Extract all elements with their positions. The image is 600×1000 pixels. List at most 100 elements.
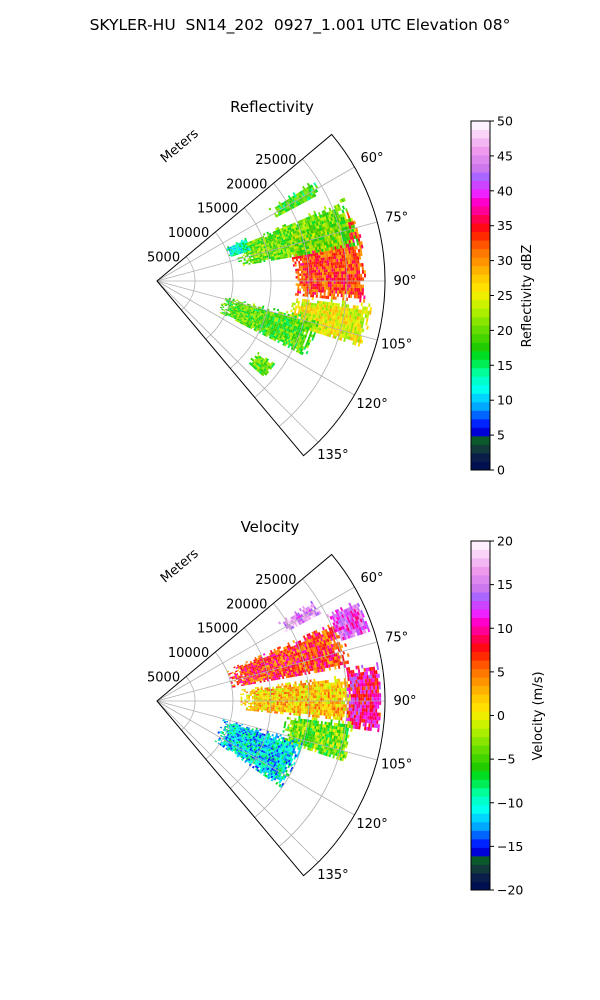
echo-cell xyxy=(270,704,273,708)
echo-cell xyxy=(297,698,300,701)
echo-cell xyxy=(286,645,290,649)
echo-cell xyxy=(289,247,293,251)
echo-cell xyxy=(303,188,307,192)
echo-cell xyxy=(231,303,234,306)
echo-cell xyxy=(246,249,250,252)
echo-cell xyxy=(251,707,254,710)
echo-cell xyxy=(331,660,334,664)
echo-cell xyxy=(339,245,343,249)
echo-cell xyxy=(370,723,373,728)
echo-cell xyxy=(363,715,366,720)
echo-cell xyxy=(329,227,333,232)
echo-cell xyxy=(306,633,310,638)
echo-cell xyxy=(354,725,357,730)
echo-cell xyxy=(326,721,329,726)
echo-cell xyxy=(252,325,256,329)
echo-cell xyxy=(291,693,294,697)
echo-cell xyxy=(318,283,321,287)
echo-cell xyxy=(315,249,318,253)
echo-cell xyxy=(359,295,362,299)
echo-cell xyxy=(330,302,333,306)
echo-cell xyxy=(253,659,256,662)
echo-cell xyxy=(284,705,287,708)
echo-cell xyxy=(243,688,246,691)
echo-cell xyxy=(264,255,267,259)
echo-cell xyxy=(301,342,304,346)
echo-cell xyxy=(317,654,321,658)
echo-cell xyxy=(336,309,340,314)
echo-cell xyxy=(278,323,281,326)
echo-cell xyxy=(281,256,285,259)
echo-cell xyxy=(318,303,321,307)
echo-cell xyxy=(296,670,299,674)
echo-cell xyxy=(300,316,303,320)
echo-cell xyxy=(305,223,309,227)
echo-cell xyxy=(251,308,254,311)
echo-cell xyxy=(336,608,340,613)
echo-cell xyxy=(355,721,358,726)
echo-cell xyxy=(341,284,344,288)
echo-cell xyxy=(339,221,343,225)
echo-cell xyxy=(255,362,259,366)
echo-cell xyxy=(321,319,324,323)
echo-cell xyxy=(298,726,302,729)
echo-cell xyxy=(289,254,292,258)
echo-cell xyxy=(249,244,252,248)
echo-cell xyxy=(329,713,332,717)
echo-cell xyxy=(317,729,320,733)
echo-cell xyxy=(360,288,363,292)
echo-cell xyxy=(312,334,316,339)
echo-cell xyxy=(312,214,316,218)
echo-cell xyxy=(279,320,282,324)
echo-cell xyxy=(350,270,353,275)
echo-cell xyxy=(300,348,304,352)
echo-cell xyxy=(329,654,333,658)
echo-cell xyxy=(336,312,339,317)
echo-cell xyxy=(249,694,252,697)
echo-cell xyxy=(338,710,342,714)
echo-cell xyxy=(255,315,258,318)
echo-cell xyxy=(351,680,354,684)
echo-cell xyxy=(303,325,306,330)
echo-cell xyxy=(317,261,320,265)
echo-cell xyxy=(363,693,366,698)
echo-cell xyxy=(276,694,279,697)
range-ring xyxy=(205,231,234,340)
echo-cell xyxy=(269,666,273,669)
echo-cell xyxy=(241,240,244,244)
echo-cell xyxy=(291,696,294,699)
echo-cell xyxy=(306,732,310,737)
echo-cell xyxy=(291,653,295,657)
echo-cell xyxy=(278,694,281,697)
echo-cell xyxy=(301,345,305,350)
echo-cell xyxy=(331,293,334,297)
echo-cell xyxy=(329,694,332,698)
echo-cell xyxy=(285,707,288,711)
echo-cell xyxy=(306,267,309,271)
echo-cell xyxy=(324,219,328,223)
echo-cell xyxy=(339,723,342,727)
echo-cell xyxy=(249,672,252,675)
echo-cell xyxy=(336,207,340,212)
echo-cell xyxy=(303,701,306,704)
echo-cell xyxy=(252,667,255,670)
echo-cell xyxy=(327,265,330,270)
echo-cell xyxy=(279,233,282,237)
echo-cell xyxy=(307,248,310,252)
echo-cell xyxy=(335,691,338,695)
echo-cell xyxy=(288,323,291,327)
echo-cell xyxy=(292,656,296,660)
echo-cell xyxy=(305,232,308,236)
echo-cell xyxy=(308,339,312,343)
echo-cell xyxy=(348,267,351,271)
echo-cell xyxy=(253,707,256,710)
echo-cell xyxy=(304,262,307,266)
echo-cell xyxy=(342,293,345,298)
echo-cell xyxy=(282,701,285,704)
echo-cell xyxy=(267,664,270,668)
echo-cell xyxy=(251,364,255,368)
echo-cell xyxy=(274,705,277,708)
reflectivity-range-axis-label: Meters xyxy=(158,126,202,166)
echo-cell xyxy=(277,238,280,242)
echo-cell xyxy=(346,697,349,701)
